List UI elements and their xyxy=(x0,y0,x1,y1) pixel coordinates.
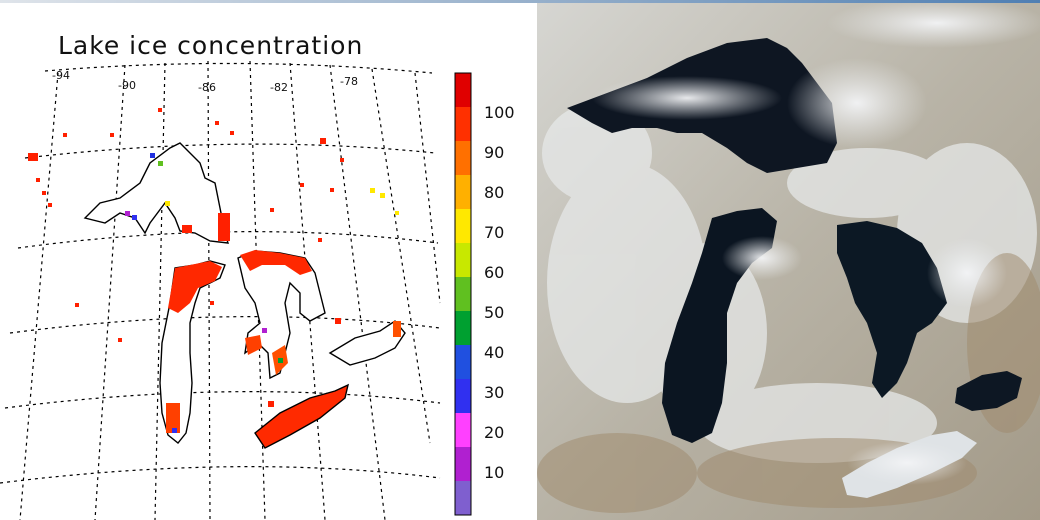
colorbar-segment xyxy=(455,73,471,108)
lake-michigan xyxy=(159,260,226,444)
colorbar-segment xyxy=(455,311,471,346)
colorbar-tick-labels: 100 90 80 70 60 50 40 30 20 10 xyxy=(484,103,515,482)
longitude-gridlines xyxy=(19,60,441,520)
lake-huron xyxy=(237,250,326,380)
colorbar-segment xyxy=(455,413,471,448)
lon-label-82: -82 xyxy=(270,81,288,94)
satellite-image-panel xyxy=(537,3,1040,520)
lake-superior xyxy=(83,142,230,244)
colorbar-segment xyxy=(455,447,471,482)
lon-label-86: -86 xyxy=(198,81,216,94)
colorbar-tick-label: 90 xyxy=(484,143,504,162)
colorbar-tick-label: 80 xyxy=(484,183,504,202)
satellite-lake-ontario xyxy=(955,371,1022,411)
longitude-labels: -94 -90 -86 -82 -78 xyxy=(52,69,358,94)
colorbar-tick-label: 60 xyxy=(484,263,504,282)
colorbar-segment xyxy=(455,345,471,380)
scattered-ice-pixels xyxy=(28,108,344,407)
colorbar-segment xyxy=(455,107,471,142)
colorbar-segment xyxy=(455,379,471,414)
colorbar-tick-label: 10 xyxy=(484,463,504,482)
satellite-lake-huron xyxy=(837,221,947,398)
lon-label-94: -94 xyxy=(52,69,70,82)
lon-label-78: -78 xyxy=(340,75,358,88)
colorbar-segment xyxy=(455,277,471,312)
colorbar-tick-label: 100 xyxy=(484,103,515,122)
colorbar xyxy=(454,72,472,516)
clouds xyxy=(592,3,1040,485)
lon-label-90: -90 xyxy=(118,79,136,92)
ice-concentration-map-panel: Lake ice concentration -94 -90 - xyxy=(0,3,536,520)
satellite-true-color-image xyxy=(537,3,1040,520)
colorbar-tick-label: 40 xyxy=(484,343,504,362)
colorbar-segment xyxy=(455,481,471,516)
low-concentration-pixels xyxy=(125,153,399,433)
ice-map-figure: -94 -90 -86 -82 -78 xyxy=(0,60,515,520)
map-title: Lake ice concentration xyxy=(58,31,364,60)
colorbar-segment xyxy=(455,209,471,244)
lake-erie xyxy=(254,383,350,449)
top-strip xyxy=(0,0,1040,3)
colorbar-tick-label: 30 xyxy=(484,383,504,402)
latitude-gridlines xyxy=(0,62,441,484)
colorbar-segment xyxy=(455,243,471,278)
lake-ontario xyxy=(328,320,406,366)
colorbar-tick-label: 20 xyxy=(484,423,504,442)
colorbar-tick-label: 70 xyxy=(484,223,504,242)
colorbar-segment xyxy=(455,175,471,210)
snow-cover xyxy=(542,103,1037,463)
colorbar-tick-label: 50 xyxy=(484,303,504,322)
colorbar-segment xyxy=(455,141,471,176)
